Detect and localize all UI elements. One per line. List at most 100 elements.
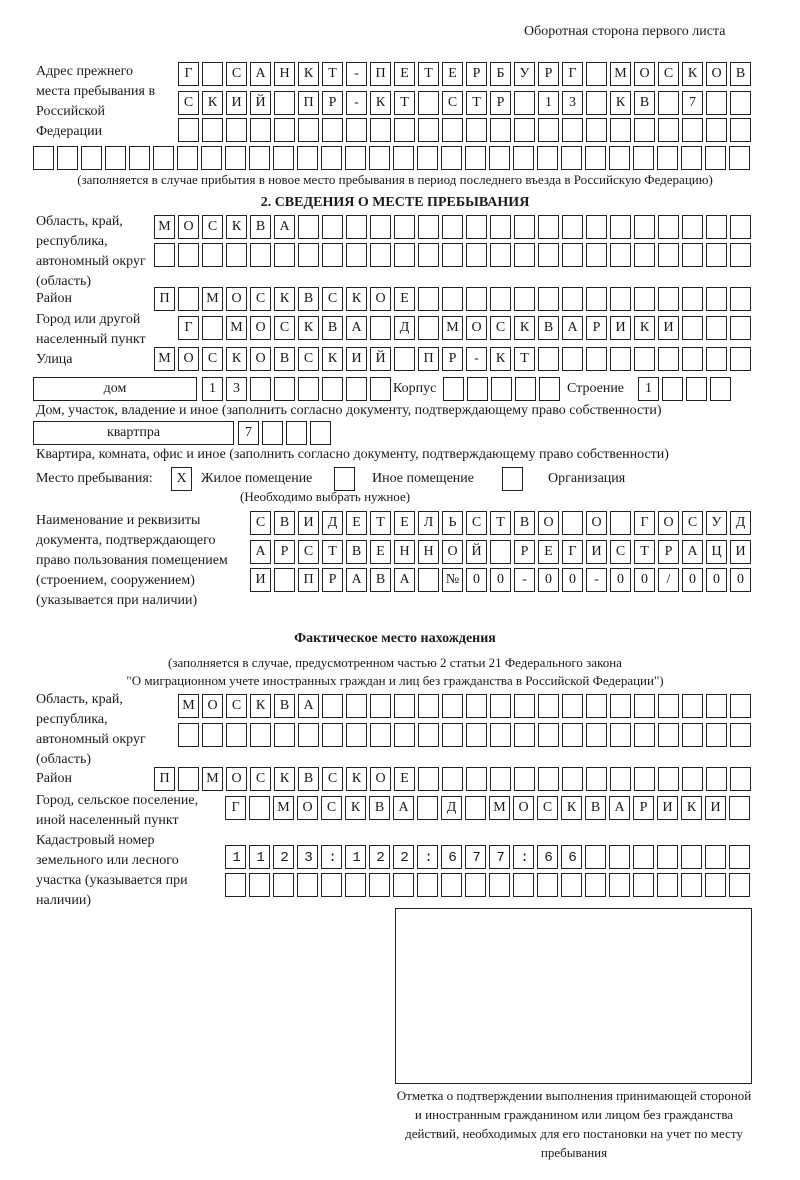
char-cell[interactable]: О — [370, 287, 391, 311]
char-cell[interactable] — [514, 118, 535, 142]
char-cell[interactable]: Г — [562, 540, 583, 564]
char-cell[interactable] — [466, 118, 487, 142]
char-cell[interactable]: 0 — [490, 568, 511, 592]
char-cell[interactable]: Й — [370, 347, 391, 371]
char-cell[interactable] — [610, 347, 631, 371]
char-cell[interactable] — [322, 694, 343, 718]
char-cell[interactable] — [634, 723, 655, 747]
char-cell[interactable]: П — [154, 767, 175, 791]
char-cell[interactable]: 0 — [682, 568, 703, 592]
char-cell[interactable] — [562, 723, 583, 747]
char-cell[interactable] — [466, 694, 487, 718]
char-cell[interactable] — [610, 694, 631, 718]
char-cell[interactable] — [394, 723, 415, 747]
char-cell[interactable] — [417, 873, 438, 897]
char-cell[interactable]: Е — [442, 62, 463, 86]
char-cell[interactable] — [274, 723, 295, 747]
char-cell[interactable]: - — [514, 568, 535, 592]
char-cell[interactable] — [370, 316, 391, 340]
char-cell[interactable] — [418, 316, 439, 340]
char-cell[interactable] — [467, 377, 488, 401]
char-cell[interactable] — [370, 243, 391, 267]
char-cell[interactable]: Р — [538, 62, 559, 86]
char-cell[interactable] — [706, 316, 727, 340]
char-cell[interactable] — [515, 377, 536, 401]
char-cell[interactable]: А — [250, 540, 271, 564]
char-cell[interactable] — [633, 845, 654, 869]
char-cell[interactable] — [634, 118, 655, 142]
char-cell[interactable]: Т — [634, 540, 655, 564]
char-cell[interactable]: 7 — [682, 91, 703, 115]
char-cell[interactable] — [538, 243, 559, 267]
char-cell[interactable] — [514, 694, 535, 718]
char-cell[interactable] — [710, 377, 731, 401]
char-cell[interactable] — [346, 243, 367, 267]
char-cell[interactable] — [393, 873, 414, 897]
char-cell[interactable]: К — [226, 347, 247, 371]
char-cell[interactable] — [274, 243, 295, 267]
char-cell[interactable]: Т — [322, 62, 343, 86]
char-cell[interactable]: С — [202, 347, 223, 371]
char-cell[interactable] — [321, 873, 342, 897]
char-cell[interactable]: Т — [466, 91, 487, 115]
char-cell[interactable] — [225, 146, 246, 170]
char-cell[interactable] — [538, 694, 559, 718]
char-cell[interactable]: К — [298, 316, 319, 340]
char-cell[interactable] — [682, 316, 703, 340]
char-cell[interactable]: О — [658, 511, 679, 535]
char-cell[interactable] — [610, 723, 631, 747]
char-cell[interactable] — [537, 845, 558, 869]
char-cell[interactable] — [538, 767, 559, 791]
char-cell[interactable] — [562, 347, 583, 371]
char-cell[interactable] — [490, 243, 511, 267]
char-cell[interactable] — [370, 215, 391, 239]
char-cell[interactable] — [345, 146, 366, 170]
char-cell[interactable] — [491, 377, 512, 401]
char-cell[interactable] — [394, 694, 415, 718]
char-cell[interactable]: Р — [322, 568, 343, 592]
char-cell[interactable] — [417, 796, 438, 820]
char-cell[interactable] — [686, 377, 707, 401]
char-cell[interactable] — [202, 118, 223, 142]
char-cell[interactable]: А — [393, 796, 414, 820]
char-cell[interactable] — [225, 873, 246, 897]
char-cell[interactable] — [609, 146, 630, 170]
char-cell[interactable] — [658, 91, 679, 115]
char-cell[interactable]: Р — [442, 347, 463, 371]
char-cell[interactable]: С — [298, 347, 319, 371]
char-cell[interactable]: 0 — [634, 568, 655, 592]
char-cell[interactable]: К — [345, 796, 366, 820]
char-cell[interactable] — [634, 347, 655, 371]
char-cell[interactable] — [658, 347, 679, 371]
char-cell[interactable] — [682, 694, 703, 718]
char-cell[interactable] — [514, 243, 535, 267]
char-cell[interactable]: В — [346, 540, 367, 564]
char-cell[interactable]: О — [442, 540, 463, 564]
char-cell[interactable] — [370, 118, 391, 142]
char-cell[interactable]: 0 — [730, 568, 751, 592]
char-cell[interactable] — [418, 568, 439, 592]
char-cell[interactable] — [442, 118, 463, 142]
char-cell[interactable] — [586, 91, 607, 115]
char-cell[interactable] — [610, 287, 631, 311]
char-cell[interactable] — [729, 845, 750, 869]
char-cell[interactable] — [322, 243, 343, 267]
char-cell[interactable] — [586, 215, 607, 239]
char-cell[interactable]: И — [226, 91, 247, 115]
char-cell[interactable]: Е — [394, 287, 415, 311]
char-cell[interactable] — [81, 146, 102, 170]
char-cell[interactable] — [226, 723, 247, 747]
char-cell[interactable]: В — [274, 347, 295, 371]
char-cell[interactable]: М — [178, 694, 199, 718]
char-cell[interactable] — [153, 146, 174, 170]
char-cell[interactable] — [586, 62, 607, 86]
char-cell[interactable] — [441, 146, 462, 170]
char-cell[interactable] — [465, 146, 486, 170]
char-cell[interactable]: Т — [394, 91, 415, 115]
char-cell[interactable] — [346, 377, 367, 401]
char-cell[interactable]: М — [610, 62, 631, 86]
char-cell[interactable] — [105, 146, 126, 170]
char-cell[interactable] — [705, 873, 726, 897]
char-cell[interactable] — [609, 845, 630, 869]
char-cell[interactable]: О — [466, 316, 487, 340]
